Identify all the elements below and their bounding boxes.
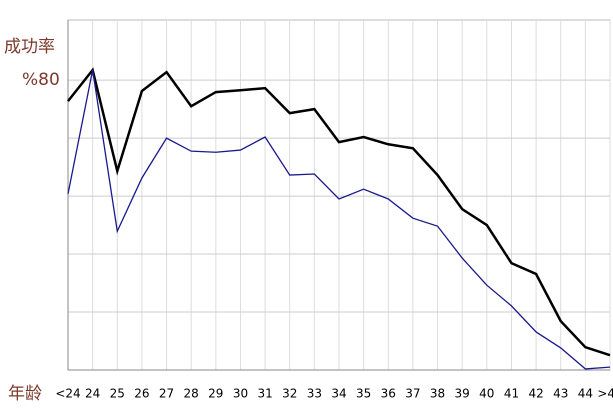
- x-tick-label: 34: [331, 387, 346, 401]
- x-tick-label: 35: [356, 387, 371, 401]
- line-series: [67, 69, 611, 370]
- x-tick-label: 41: [504, 387, 519, 401]
- x-axis-label: 年龄: [8, 384, 42, 404]
- y-axis-label: 成功率: [4, 37, 55, 57]
- x-tick-label: 36: [381, 387, 396, 401]
- x-tick-label: 29: [208, 387, 223, 401]
- x-tick-label: 27: [159, 387, 174, 401]
- x-tick-label: 28: [184, 387, 199, 401]
- x-tick-label: 42: [528, 387, 543, 401]
- x-tick-label: 31: [257, 387, 272, 401]
- x-tick-label: 39: [455, 387, 470, 401]
- x-tick-label: 37: [405, 387, 420, 401]
- line-series: [67, 67, 611, 357]
- x-tick-label: <24: [55, 387, 80, 401]
- x-tick-label: 30: [233, 387, 248, 401]
- x-tick-label: 26: [134, 387, 149, 401]
- x-tick-label: 44: [578, 387, 593, 401]
- x-tick-label: 40: [479, 387, 494, 401]
- y-tick-label: %80: [22, 70, 60, 90]
- x-tick-label: 25: [110, 387, 125, 401]
- x-tick-label: 24: [85, 387, 100, 401]
- x-tick-label: 32: [282, 387, 297, 401]
- x-tick-label: 38: [430, 387, 445, 401]
- x-tick-label: 33: [307, 387, 322, 401]
- x-tick-label: 43: [553, 387, 568, 401]
- x-tick-label: >44: [597, 387, 613, 401]
